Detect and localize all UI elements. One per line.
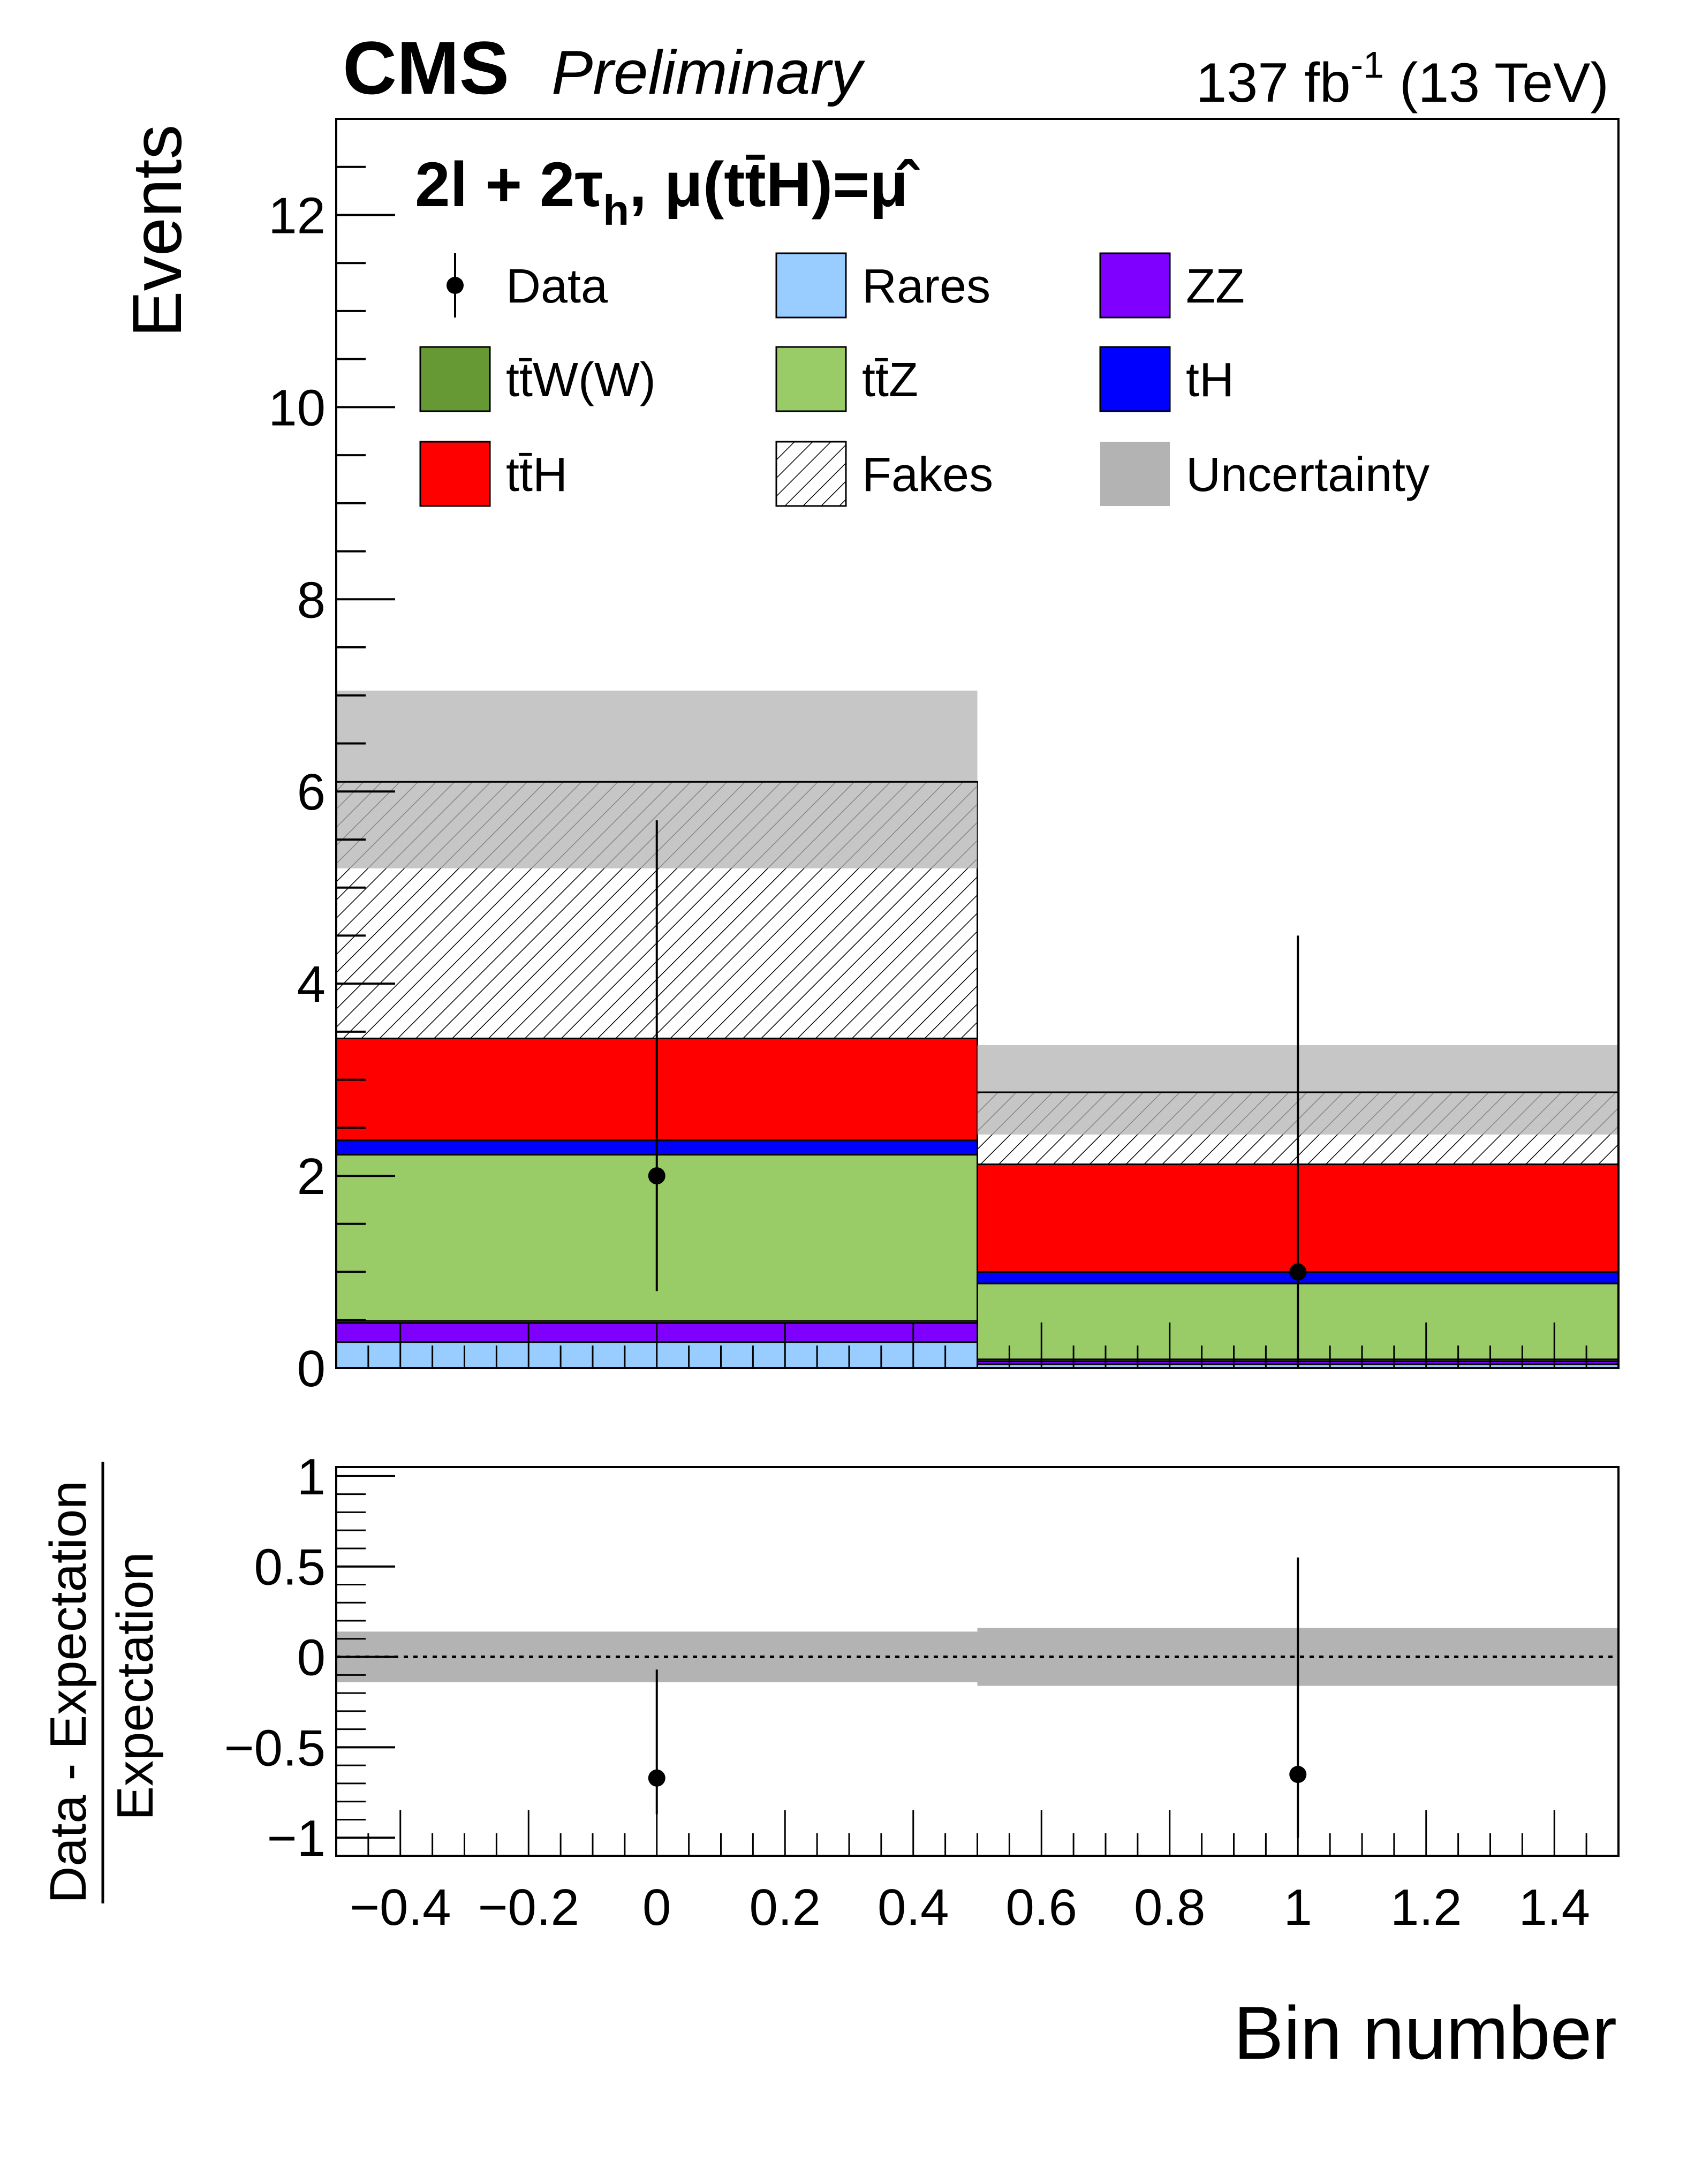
legend-entry-data: Data — [447, 253, 608, 318]
legend-label: Data — [506, 260, 608, 313]
ratio-panel: 1 0.5 0 −0.5 −1 −0.4 −0.2 0 0.2 0.4 0.6 0.8 1 1.2 1.4… — [40, 1448, 1620, 2075]
ratio-point-0 — [648, 1769, 665, 1787]
data-point-0 — [648, 1167, 665, 1185]
legend-swatch — [419, 346, 491, 412]
x-tick-label: 1 — [1284, 1879, 1312, 1936]
legend-entry-th: tH — [1099, 346, 1234, 412]
legend-entry-ttz: tt̄Z — [775, 346, 918, 412]
legend-label: Uncertainty — [1186, 448, 1429, 502]
ratio-y-tick-label: 0 — [297, 1629, 326, 1687]
ratio-y-tick-label: 0.5 — [254, 1539, 326, 1596]
ratio-y-label-numerator: Data - Expectation — [40, 1480, 97, 1903]
plot-title: 2l + 2τh, μ(tt̄H)=μ̂ — [415, 149, 920, 234]
legend-label: tt̄W(W) — [506, 353, 656, 407]
ratio-y-label-denominator: Expectation — [107, 1552, 164, 1820]
legend-label: Fakes — [862, 448, 993, 502]
legend-entry-uncertainty: Uncertainty — [1100, 442, 1429, 506]
x-axis-label: Bin number — [1234, 1991, 1617, 2075]
legend-label: Rares — [862, 260, 990, 313]
y-axis-label: Events — [118, 125, 196, 337]
x-tick-label: 0 — [642, 1879, 671, 1936]
legend-entry-tth: tt̄H — [419, 441, 568, 507]
legend-label: tt̄H — [506, 448, 568, 502]
legend-label: tt̄Z — [862, 353, 918, 407]
status-label: Preliminary — [551, 37, 865, 107]
legend-label: tH — [1186, 353, 1234, 407]
data-point-1 — [1289, 1263, 1307, 1281]
legend-swatch — [419, 441, 491, 507]
title-mu: , μ(tt̄H)=μ̂ — [629, 149, 920, 220]
experiment-label: CMS — [343, 26, 509, 110]
legend-swatch — [1099, 346, 1171, 412]
legend-entry-ttw-w: tt̄W(W) — [419, 346, 656, 412]
x-tick-label: −0.2 — [478, 1879, 579, 1936]
legend-entry-fakes: Fakes — [775, 441, 993, 507]
main-y-tick-label-12: 12 — [268, 187, 326, 244]
main-panel: 0 2 4 6 8 10 12 2l + 2τh, μ(tt̄H)=μ̂ Data Rares… — [118, 118, 1620, 1397]
legend-swatch — [1100, 442, 1170, 506]
x-tick-label: 1.4 — [1519, 1879, 1590, 1936]
lumi-label: 137 fb-1 (13 TeV) — [1196, 44, 1609, 114]
legend: Data Rares ZZ tt̄W(W) tt̄Z tH tt̄H Fakes Uncerta… — [419, 252, 1429, 507]
x-tick-label: 0.2 — [750, 1879, 821, 1936]
lumi-energy: (13 TeV) — [1384, 52, 1609, 114]
legend-swatch — [1099, 252, 1171, 319]
ratio-x-axis: −0.4 −0.2 0 0.2 0.4 0.6 0.8 1 1.2 1.4 — [335, 1810, 1620, 1936]
ratio-y-tick-label: −1 — [267, 1810, 326, 1867]
ratio-data-points — [648, 1557, 1307, 1838]
main-y-tick-label-8: 8 — [297, 571, 326, 629]
title-sub: h — [603, 186, 629, 234]
legend-swatch — [775, 441, 847, 507]
legend-marker-point — [447, 277, 464, 294]
title-main: 2l + 2τ — [415, 149, 603, 220]
main-y-tick-label-4: 4 — [297, 956, 326, 1013]
ratio-y-label: Data - Expectation Expectation — [40, 1462, 164, 1903]
x-tick-label: 0.6 — [1006, 1879, 1077, 1936]
main-y-tick-label-6: 6 — [297, 764, 326, 821]
x-tick-label: −0.4 — [350, 1879, 451, 1936]
legend-entry-zz: ZZ — [1099, 252, 1245, 319]
legend-entry-rares: Rares — [775, 252, 990, 319]
ratio-y-axis: 1 0.5 0 −0.5 −1 — [224, 1448, 395, 1867]
main-y-tick-label-10: 10 — [268, 379, 326, 436]
legend-swatch — [775, 346, 847, 412]
x-tick-label: 0.8 — [1134, 1879, 1205, 1936]
data-points — [648, 820, 1307, 1368]
ratio-y-tick-label: −0.5 — [224, 1719, 326, 1777]
main-y-axis: 0 2 4 6 8 10 12 — [268, 118, 395, 1397]
legend-label: ZZ — [1186, 260, 1245, 313]
x-tick-label: 1.2 — [1390, 1879, 1462, 1936]
lumi-exponent: -1 — [1351, 44, 1384, 86]
ratio-point-1 — [1289, 1766, 1307, 1784]
ratio-y-tick-label: 1 — [297, 1448, 326, 1506]
x-tick-label: 0.4 — [877, 1879, 949, 1936]
legend-swatch — [775, 252, 847, 319]
main-x-ticks — [335, 1323, 1620, 1368]
main-y-tick-label-0: 0 — [297, 1340, 326, 1397]
main-y-tick-label-2: 2 — [297, 1148, 326, 1205]
lumi-value: 137 fb — [1196, 52, 1351, 114]
